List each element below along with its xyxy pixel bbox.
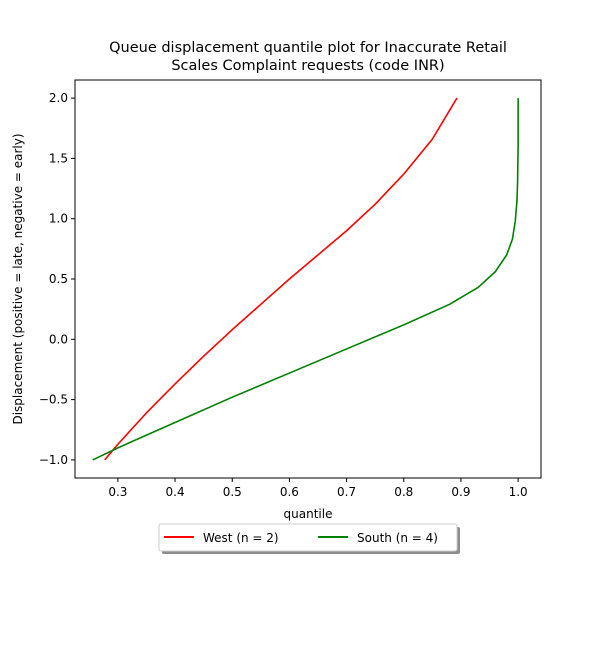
y-tick-label: 1.0 bbox=[49, 212, 68, 226]
x-axis-label: quantile bbox=[284, 507, 333, 521]
y-tick-label: 2.0 bbox=[49, 91, 68, 105]
x-tick-label: 0.9 bbox=[451, 485, 470, 499]
y-tick-label: −0.5 bbox=[39, 393, 68, 407]
y-axis-label: Displacement (positive = late, negative … bbox=[11, 133, 25, 424]
x-tick-label: 0.4 bbox=[166, 485, 185, 499]
x-tick-label: 0.8 bbox=[394, 485, 413, 499]
y-tick-label: 1.5 bbox=[49, 151, 68, 165]
y-tick-label: 0.0 bbox=[49, 332, 68, 346]
x-tick-label: 0.7 bbox=[337, 485, 356, 499]
legend-label-west: West (n = 2) bbox=[203, 531, 279, 545]
x-tick-label: 0.5 bbox=[223, 485, 242, 499]
series-line-south bbox=[92, 98, 519, 461]
x-tick-label: 1.0 bbox=[509, 485, 528, 499]
y-tick-label: −1.0 bbox=[39, 453, 68, 467]
series-line-west bbox=[104, 97, 458, 461]
x-tick-label: 0.3 bbox=[108, 485, 127, 499]
chart-title-line-1: Queue displacement quantile plot for Ina… bbox=[109, 40, 507, 56]
legend-label-south: South (n = 4) bbox=[357, 531, 438, 545]
legend-box bbox=[158, 523, 458, 552]
legend: West (n = 2) South (n = 4) bbox=[158, 523, 460, 554]
y-tick-label: 0.5 bbox=[49, 272, 68, 286]
plot-area bbox=[92, 97, 519, 461]
axes: 0.3 0.4 0.5 0.6 0.7 0.8 0.9 1.0 −1.0 −0.5 0.0 0.5 1.… bbox=[39, 79, 542, 499]
chart-title-line-2: Scales Complaint requests (code INR) bbox=[171, 58, 444, 74]
x-tick-label: 0.6 bbox=[280, 485, 299, 499]
